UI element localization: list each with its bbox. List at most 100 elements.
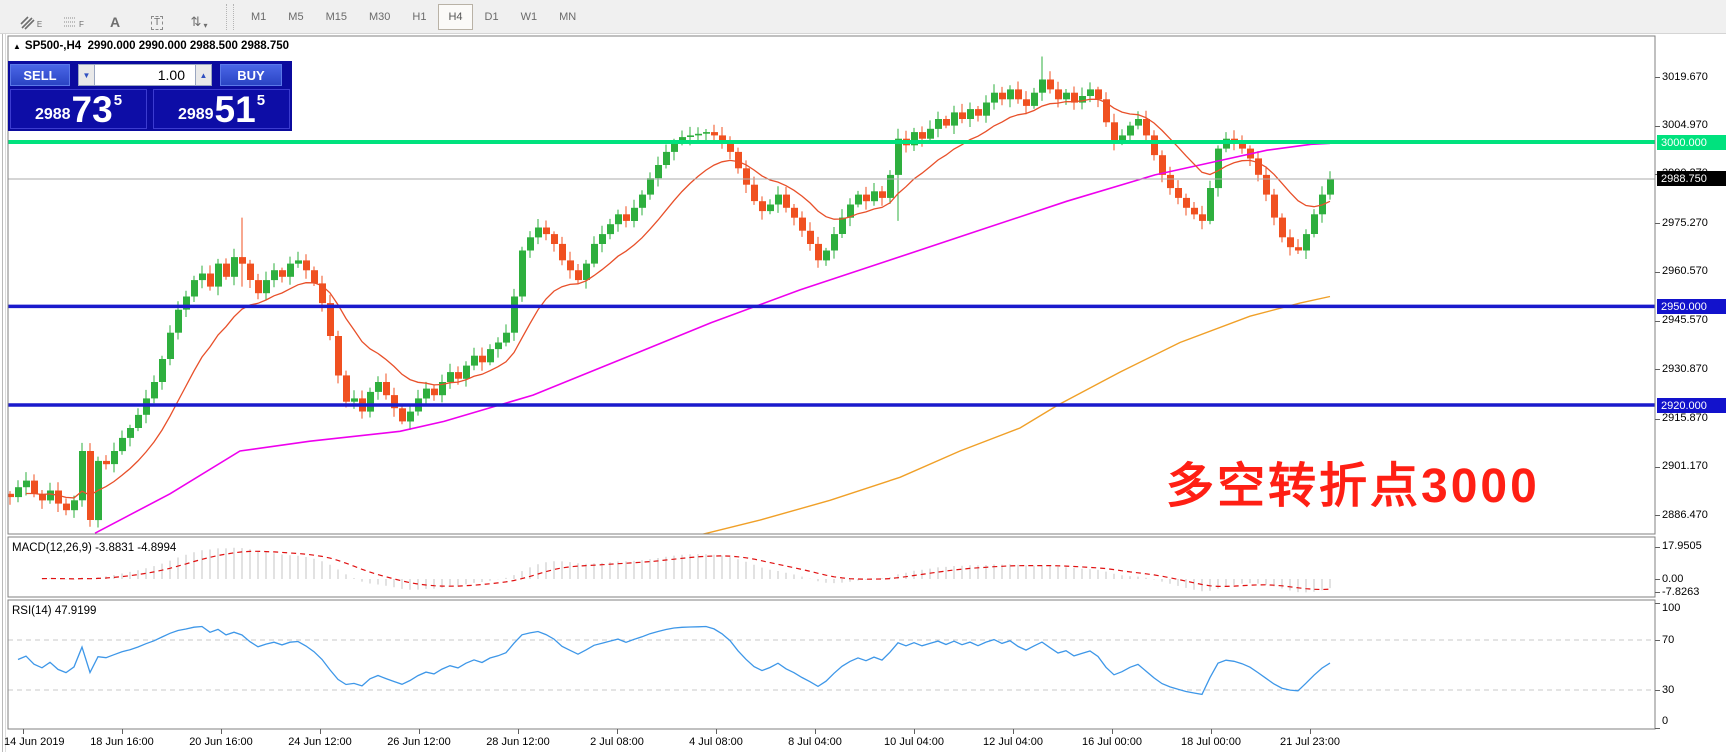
sell-price-sup: 5 — [113, 92, 123, 109]
timeframe-m5[interactable]: M5 — [288, 10, 304, 23]
candle-body — [191, 280, 198, 297]
candle-body — [407, 411, 414, 422]
rsi-pane-border — [7, 599, 1656, 730]
candle-body — [311, 270, 318, 284]
sell-button[interactable]: SELL — [10, 64, 70, 86]
candle-body — [119, 437, 126, 452]
candle-body — [391, 395, 398, 409]
timeframe-m30[interactable]: M30 — [368, 10, 391, 23]
candle-body — [1119, 135, 1126, 142]
candle-body — [1151, 135, 1158, 156]
candle-body — [399, 408, 406, 422]
candle-body — [927, 128, 934, 139]
timeframe-m1[interactable]: M1 — [251, 10, 267, 23]
ma-red — [26, 98, 1331, 499]
candle-body — [199, 273, 206, 281]
candle-body — [1007, 89, 1014, 100]
candle-body — [911, 132, 918, 146]
grid-icon[interactable]: F — [54, 2, 92, 32]
candle-body — [79, 451, 86, 501]
timeframe-mn[interactable]: MN — [559, 10, 577, 23]
candle-body — [687, 135, 694, 137]
candle-body — [1271, 194, 1278, 218]
candle-body — [807, 230, 814, 244]
candle-body — [1087, 89, 1094, 96]
candle-body — [295, 260, 302, 264]
candle-body — [71, 500, 78, 511]
one-click-trade-panel: SELL ▼ ▲ BUY 2988 73 5 2989 51 5 — [8, 61, 292, 131]
candle-body — [1263, 174, 1270, 195]
ma-orange — [700, 295, 1331, 534]
timeframe-d1[interactable]: D1 — [484, 10, 499, 23]
candle-body — [951, 112, 958, 126]
candle-body — [1199, 214, 1206, 221]
candle-body — [591, 243, 598, 264]
candle-body — [943, 119, 950, 126]
candle-body — [287, 263, 294, 277]
text-label-icon[interactable]: T — [138, 2, 176, 32]
candle-body — [23, 480, 30, 488]
sell-price-prefix: 2988 — [34, 106, 71, 123]
candle-body — [1127, 125, 1134, 136]
candle-body — [1215, 148, 1222, 189]
candle-body — [959, 112, 966, 119]
candle-body — [303, 260, 310, 271]
candle-body — [215, 263, 222, 287]
candle-body — [223, 263, 230, 277]
volume-increase-button[interactable]: ▲ — [195, 64, 212, 86]
candle-body — [431, 388, 438, 396]
volume-decrease-button[interactable]: ▼ — [78, 64, 95, 86]
candle-body — [495, 342, 502, 350]
moving-averages — [26, 98, 1331, 534]
candle-body — [631, 207, 638, 221]
candle-body — [1287, 237, 1294, 248]
buy-price-display[interactable]: 2989 51 5 — [153, 89, 290, 129]
candle-body — [535, 227, 542, 238]
candle-body — [135, 414, 142, 428]
timeframe-m15[interactable]: M15 — [325, 10, 347, 23]
objects-arrows-icon[interactable]: ⇅ ▾ — [190, 13, 208, 30]
timeframe-h4[interactable]: H4 — [438, 3, 473, 30]
cursor-styler-icon[interactable]: E — [12, 2, 50, 32]
text-tool-icon[interactable]: A — [109, 13, 121, 30]
candle-body — [871, 191, 878, 202]
candle-body — [735, 151, 742, 169]
candle-body — [527, 237, 534, 251]
candle-body — [991, 92, 998, 103]
candle-body — [1311, 214, 1318, 234]
candle-body — [559, 243, 566, 261]
candle-body — [767, 204, 774, 212]
buy-button[interactable]: BUY — [220, 64, 282, 86]
window-left-edge — [2, 0, 3, 752]
buy-price-main: 51 — [214, 89, 256, 130]
sell-price-display[interactable]: 2988 73 5 — [10, 89, 147, 129]
candle-body — [1015, 89, 1022, 100]
macd-series — [41, 547, 1331, 593]
candle-body — [423, 388, 430, 399]
timeframe-w1[interactable]: W1 — [520, 10, 538, 23]
candle-body — [111, 451, 118, 465]
candle-body — [863, 194, 870, 202]
macd-pane-border — [7, 536, 1656, 598]
candle-body — [663, 151, 670, 165]
rsi-line — [17, 625, 1331, 696]
candle-body — [1303, 234, 1310, 251]
candle-body — [511, 296, 518, 333]
candle-body — [1095, 89, 1102, 100]
volume-input[interactable] — [95, 64, 195, 86]
candle-body — [1327, 179, 1334, 195]
candle-body — [567, 260, 574, 271]
candle-body — [487, 349, 494, 363]
candle-body — [647, 178, 654, 195]
candle-body — [599, 234, 606, 244]
candle-body — [263, 280, 270, 294]
candle-body — [1207, 188, 1214, 221]
candle-body — [1023, 99, 1030, 106]
timeframe-h1[interactable]: H1 — [412, 10, 427, 23]
candle-body — [463, 365, 470, 379]
candle-body — [319, 283, 326, 304]
candle-body — [655, 165, 662, 179]
candle-body — [791, 207, 798, 218]
